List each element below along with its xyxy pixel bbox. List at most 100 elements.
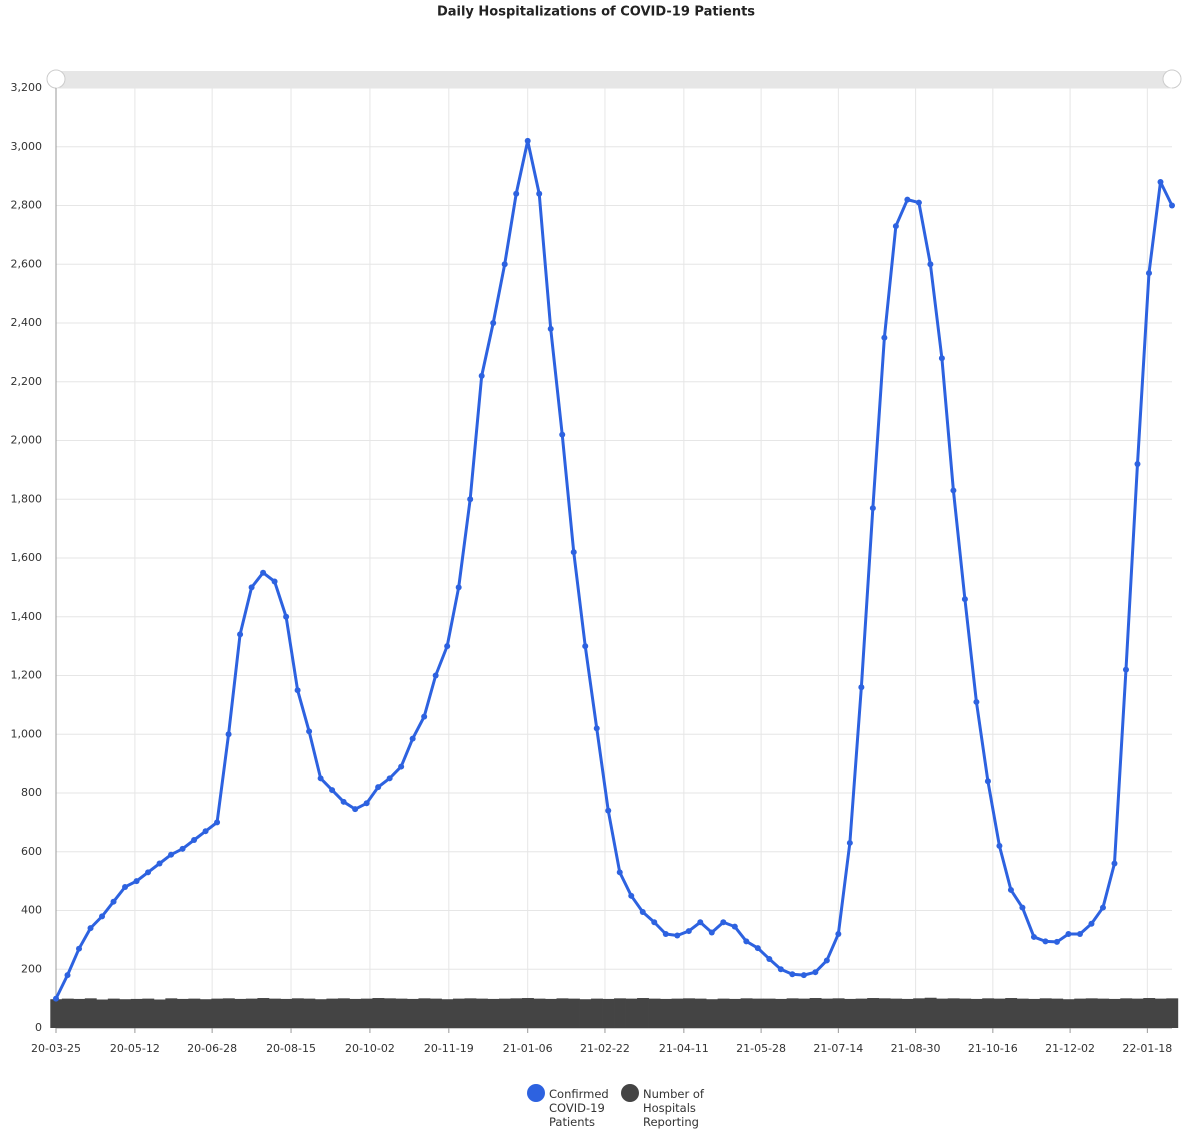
point (927, 261, 934, 268)
bar (867, 998, 880, 1028)
point (559, 431, 566, 438)
bar (199, 999, 212, 1028)
x-tick-label: 20-03-25 (31, 1042, 81, 1055)
bar (533, 998, 546, 1028)
bar (337, 998, 350, 1028)
y-tick-label: 2,000 (11, 434, 43, 447)
point (444, 643, 451, 650)
bar (786, 998, 799, 1028)
bar (821, 998, 834, 1028)
point (996, 842, 1003, 849)
bar (1039, 998, 1052, 1028)
point (1076, 931, 1083, 937)
point (168, 851, 175, 858)
bar (107, 998, 120, 1028)
bar (775, 998, 788, 1028)
bar (614, 998, 626, 1028)
bar (372, 998, 385, 1028)
bar (222, 998, 235, 1028)
point (662, 931, 669, 937)
bar (268, 998, 281, 1028)
point (398, 763, 405, 770)
bar (452, 998, 465, 1028)
point (731, 923, 738, 930)
point (915, 199, 922, 206)
point (352, 806, 359, 813)
point (697, 919, 704, 926)
point (605, 807, 612, 814)
scroll-handle[interactable] (46, 69, 66, 89)
bar (234, 998, 247, 1028)
y-tick-label: 800 (21, 786, 42, 799)
bar (901, 998, 914, 1028)
bar (383, 998, 396, 1028)
bar (648, 998, 661, 1028)
point (1169, 202, 1175, 209)
y-tick-label: 1,400 (11, 610, 43, 623)
bar (291, 998, 304, 1028)
point (720, 919, 727, 926)
point (938, 355, 945, 362)
point (513, 190, 520, 197)
x-tick-label: 20-08-15 (266, 1042, 316, 1055)
x-tick-label: 21-02-22 (580, 1042, 630, 1055)
y-tick-label: 2,600 (11, 257, 43, 270)
point (812, 969, 819, 976)
y-tick-label: 0 (35, 1021, 42, 1034)
bar (1108, 998, 1121, 1028)
point (1099, 904, 1106, 911)
bar (556, 998, 569, 1028)
legend-label: Confirmed COVID-19 Patients (549, 1087, 609, 1129)
bar (625, 998, 638, 1028)
y-tick-label: 200 (21, 962, 42, 975)
point (432, 672, 439, 679)
x-tick-label: 22-01-18 (1122, 1042, 1172, 1055)
bar (176, 998, 189, 1028)
point (789, 971, 796, 978)
point (835, 931, 842, 937)
scroll-handle[interactable] (1162, 69, 1182, 89)
point (1007, 886, 1014, 893)
bar (188, 998, 201, 1028)
bar (418, 998, 431, 1028)
y-tick-label: 1,200 (11, 669, 43, 682)
x-tick-label: 20-10-02 (345, 1042, 395, 1055)
bar (360, 998, 373, 1028)
bar (959, 998, 972, 1028)
y-tick-label: 2,400 (11, 316, 43, 329)
point (674, 932, 681, 939)
bar (50, 999, 63, 1028)
bar (1062, 999, 1075, 1028)
point (881, 334, 888, 341)
point (133, 878, 140, 885)
bar (499, 998, 511, 1028)
bar (878, 998, 891, 1028)
bar (61, 998, 74, 1028)
point (156, 860, 163, 867)
bar (913, 998, 926, 1028)
point (892, 223, 899, 230)
bar (694, 998, 707, 1028)
point (869, 505, 876, 512)
point (823, 957, 830, 964)
point (628, 892, 635, 899)
y-tick-label: 400 (21, 904, 42, 917)
bar (1005, 998, 1018, 1028)
point (570, 549, 577, 556)
point (616, 869, 623, 876)
scrollbar[interactable] (56, 71, 1172, 88)
bar (130, 998, 143, 1028)
bar (1120, 998, 1133, 1028)
point (973, 698, 980, 705)
x-tick-label: 20-05-12 (110, 1042, 160, 1055)
bar (119, 999, 132, 1028)
y-tick-label: 1,600 (11, 551, 43, 564)
point (363, 800, 370, 807)
bar (545, 998, 557, 1028)
point (317, 775, 324, 782)
bar (763, 998, 776, 1028)
bar (1016, 998, 1029, 1028)
bar (982, 998, 995, 1028)
